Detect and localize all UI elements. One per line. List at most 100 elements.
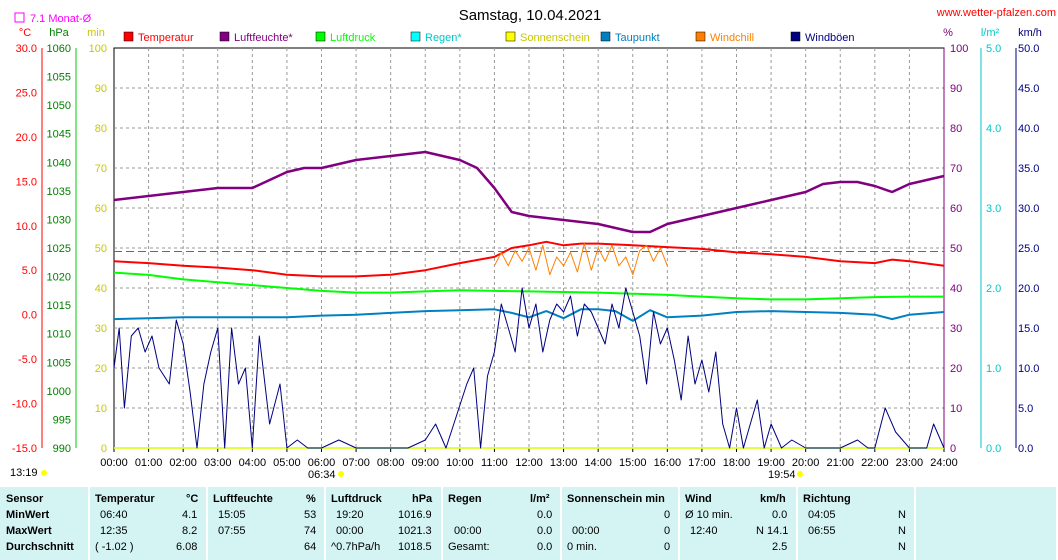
x-tick-label: 21:00 (826, 457, 854, 469)
y-tick-label-sunshine: 80 (95, 123, 107, 135)
direction-min-time: 04:05 (808, 509, 836, 521)
y-tick-label-sunshine: 30 (95, 323, 107, 335)
x-tick-label: 05:00 (273, 457, 301, 469)
y-unit-pressure: hPa (49, 27, 69, 39)
sunshine-total-label: 0 min. (567, 541, 597, 553)
x-tick-label: 23:00 (896, 457, 924, 469)
temperature-min-time: 06:40 (100, 509, 128, 521)
y-unit-humidity: % (943, 27, 953, 39)
x-tick-label: 06:00 (308, 457, 336, 469)
y-tick-label-wind: 30.0 (1018, 203, 1039, 215)
rain-max-time: 00:00 (454, 525, 482, 537)
legend-swatch (315, 31, 326, 42)
x-tick-label: 18:00 (723, 457, 751, 469)
website-link: www.wetter-pfalzen.com (936, 7, 1056, 19)
y-tick-label-temperature: -10.0 (12, 399, 37, 411)
min-row-label: MinWert (6, 509, 50, 521)
legend-label: Luftfeuchte* (234, 32, 293, 44)
temperature-max-value: 8.2 (182, 525, 198, 537)
x-tick-label: 09:00 (411, 457, 439, 469)
y-tick-label-pressure: 1015 (47, 300, 71, 312)
y-tick-label-sunshine: 90 (95, 83, 107, 95)
x-tick-label: 10:00 (446, 457, 474, 469)
sunrise-time: 06:34 (308, 469, 336, 481)
temperature-unit: °C (186, 493, 199, 505)
y-tick-label-sunshine: 50 (95, 243, 107, 255)
y-tick-label-temperature: 10.0 (16, 221, 37, 233)
series-luftdruck (113, 271, 944, 301)
y-tick-label-sunshine: 0 (101, 443, 107, 455)
legend-swatch (219, 31, 230, 42)
page-title: Samstag, 10.04.2021 (459, 7, 602, 24)
y-tick-label-pressure: 1040 (47, 157, 71, 169)
wind-max-value: N 14.1 (756, 525, 789, 537)
direction-max-time: 06:55 (808, 525, 836, 537)
direction-avg-value: N (898, 541, 906, 553)
y-tick-label-pressure: 1050 (47, 100, 71, 112)
y-tick-label-wind: 10.0 (1018, 363, 1039, 375)
monthly-avg-marker (14, 12, 25, 23)
y-tick-label-temperature: 20.0 (16, 132, 37, 144)
y-tick-label-humidity: 90 (950, 83, 962, 95)
y-tick-label-temperature: 15.0 (16, 176, 37, 188)
legend-swatch (600, 31, 611, 42)
legend-label: Windchill (710, 32, 754, 44)
col-separator (88, 487, 90, 560)
rain-header: Regen (448, 493, 482, 505)
y-tick-label-sunshine: 60 (95, 203, 107, 215)
y-tick-label-humidity: 80 (950, 123, 962, 135)
pressure-trend: ^0.7hPa/h (331, 541, 381, 553)
y-tick-label-pressure: 1000 (47, 386, 71, 398)
col-separator (678, 487, 680, 560)
rain-min-value: 0.0 (537, 509, 553, 521)
y-unit-wind: km/h (1018, 27, 1042, 39)
wind-avg10-label: Ø 10 min. (685, 509, 733, 521)
sunshine-header: Sonnenschein min (567, 493, 665, 505)
col-separator (206, 487, 208, 560)
col-separator (324, 487, 326, 560)
y-tick-label-sunshine: 40 (95, 283, 107, 295)
sunset-time: 19:54 (768, 469, 796, 481)
y-tick-label-wind: 25.0 (1018, 243, 1039, 255)
series-temperatur (113, 240, 945, 278)
humidity-avg-value: 64 (304, 541, 317, 553)
legend-label: Temperatur (138, 32, 194, 44)
x-tick-label: 03:00 (204, 457, 232, 469)
y-tick-label-pressure: 1025 (47, 243, 71, 255)
y-tick-label-rain: 0.0 (986, 443, 1001, 455)
y-tick-label-humidity: 10 (950, 403, 962, 415)
legend-swatch (790, 31, 801, 42)
avg-row-label: Durchschnitt (6, 541, 74, 553)
y-tick-label-pressure: 1045 (47, 129, 71, 141)
col-separator (796, 487, 798, 560)
legend-swatch (505, 31, 516, 42)
y-tick-label-humidity: 0 (950, 443, 956, 455)
y-tick-label-pressure: 1030 (47, 214, 71, 226)
y-unit-rain: l/m² (981, 27, 1000, 39)
y-tick-label-sunshine: 100 (89, 43, 107, 55)
x-tick-label: 07:00 (342, 457, 370, 469)
y-tick-label-rain: 1.0 (986, 363, 1001, 375)
y-tick-label-pressure: 1010 (47, 329, 71, 341)
legend-label: Sonnenschein (520, 32, 590, 44)
x-tick-label: 17:00 (688, 457, 716, 469)
wind-max-time: 12:40 (690, 525, 718, 537)
temperature-avg-value: 6.08 (176, 541, 198, 553)
x-tick-label: 08:00 (377, 457, 405, 469)
y-tick-label-temperature: 30.0 (16, 43, 37, 55)
x-tick-label: 13:00 (550, 457, 578, 469)
temperature-avg-note: ( -1.02 ) (95, 541, 134, 553)
humidity-min-time: 15:05 (218, 509, 246, 521)
y-tick-label-pressure: 995 (53, 414, 71, 426)
humidity-max-value: 74 (304, 525, 317, 537)
y-tick-label-rain: 4.0 (986, 123, 1001, 135)
y-unit-temperature: °C (19, 27, 31, 39)
col-separator (441, 487, 443, 560)
pressure-max-value: 1021.3 (398, 525, 432, 537)
series-windböen (113, 287, 945, 449)
legend: Temperatur Luftfeuchte* Luftdruck Regen* Son… (123, 31, 855, 44)
legend-label: Taupunkt (615, 32, 660, 44)
y-tick-label-wind: 35.0 (1018, 163, 1039, 175)
direction-min-value: N (898, 509, 906, 521)
humidity-min-value: 53 (304, 509, 317, 521)
